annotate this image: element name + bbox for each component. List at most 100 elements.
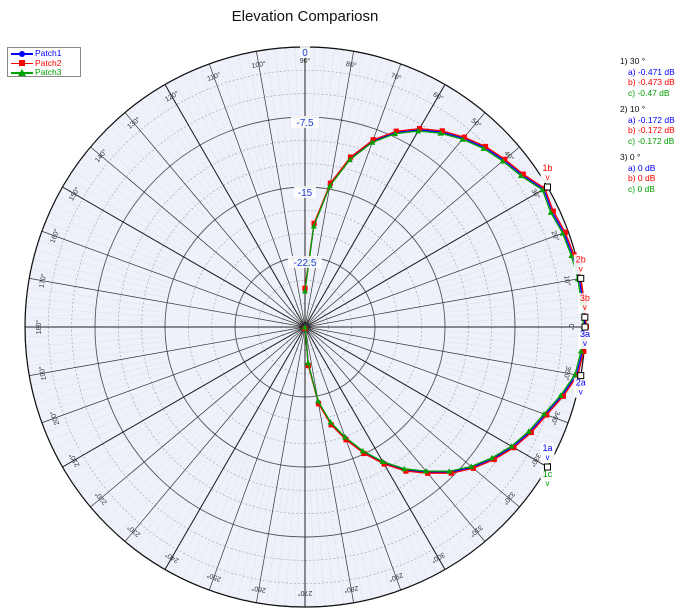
angular-gridline <box>190 71 249 200</box>
angular-gridline <box>26 297 166 313</box>
data-point-patch3 <box>401 465 408 472</box>
marker-readout-b: b) -0.172 dB <box>628 125 675 135</box>
angular-gridline <box>25 336 166 347</box>
angular-tick-label: 70° <box>390 71 403 82</box>
angular-gridline <box>338 55 373 192</box>
marker-tag-arrow: v <box>545 453 549 462</box>
angular-gridline <box>67 401 187 476</box>
angular-gridline <box>379 89 454 209</box>
data-point-patch3 <box>369 139 376 145</box>
legend-item-patch3: Patch3 <box>8 67 80 78</box>
data-point-patch3 <box>525 428 532 434</box>
marker-readout-b: b) 0 dB <box>628 173 656 183</box>
angular-gridline <box>78 162 192 245</box>
angular-gridline <box>439 365 575 405</box>
angular-gridline <box>35 249 171 289</box>
data-point-patch3 <box>559 230 566 236</box>
angular-gridline <box>441 355 579 386</box>
angular-gridline <box>324 49 345 189</box>
angular-gridline <box>31 355 169 386</box>
angular-gridline <box>398 118 493 224</box>
data-point-patch3 <box>327 419 334 425</box>
angular-gridline <box>304 278 581 328</box>
angular-gridline <box>132 106 219 217</box>
angular-gridline <box>402 427 500 529</box>
angular-gridline <box>304 230 569 328</box>
angular-gridline <box>440 360 577 395</box>
data-point-patch3 <box>572 371 579 378</box>
marker-tag-label: 3a <box>580 329 590 339</box>
angular-gridline <box>405 424 507 522</box>
marker-readout-1: 1) 30 ° a) -0.471 dB b) -0.473 dB c) -0.… <box>620 56 686 98</box>
angular-gridline <box>49 212 178 271</box>
data-point-patch3 <box>315 397 322 404</box>
legend-swatch-patch2 <box>11 59 33 68</box>
data-point-patch3 <box>326 182 333 189</box>
angular-gridline <box>370 79 437 204</box>
data-point-patch3 <box>459 136 466 142</box>
angular-gridline <box>444 297 584 313</box>
marker-tag-label: 3b <box>580 293 590 303</box>
angular-gridline <box>72 405 190 484</box>
data-point-patch3 <box>342 434 349 440</box>
legend: Patch1 Patch2 Patch3 <box>7 47 81 77</box>
marker-tag-2a: 2av <box>573 372 588 398</box>
angular-gridline <box>173 450 240 575</box>
data-point-patch2 <box>560 393 566 399</box>
angular-gridline <box>275 466 291 606</box>
angular-gridline <box>430 204 557 266</box>
marker-tag-arrow: v <box>579 388 583 397</box>
angular-gridline <box>357 67 411 198</box>
data-point-patch3 <box>359 447 366 454</box>
radial-tick-group: -15 <box>294 186 316 199</box>
marker-readout-c: c) 0 dB <box>628 183 655 194</box>
angular-gridline <box>140 100 223 214</box>
marker-tag-label: 2b <box>576 254 586 264</box>
angular-tick-label: 170° <box>38 273 48 289</box>
angular-gridline <box>428 195 553 262</box>
data-point-patch3 <box>540 410 547 417</box>
marker-tag-1c: 1cv <box>540 463 555 489</box>
data-point-patch2 <box>416 125 423 132</box>
data-point-patch2 <box>544 412 550 418</box>
angular-tick-label: 10° <box>562 275 572 287</box>
angular-gridline <box>304 326 581 376</box>
marker-tag-point <box>581 323 589 331</box>
angular-gridline <box>29 326 306 376</box>
angular-gridline <box>35 365 171 405</box>
angular-major-gridline <box>304 186 548 328</box>
marker-tag-point <box>543 183 551 191</box>
angular-gridline <box>57 392 182 459</box>
data-point-patch3 <box>346 156 353 163</box>
angular-gridline <box>324 465 345 605</box>
angular-gridline <box>444 307 585 318</box>
angular-gridline <box>415 413 526 500</box>
angular-gridline <box>430 388 557 450</box>
angular-gridline <box>246 53 277 191</box>
angular-gridline <box>438 370 572 414</box>
angular-tick-label: 270° <box>298 589 313 597</box>
data-point-patch2 <box>528 429 534 436</box>
data-point-patch2 <box>461 134 467 140</box>
angular-gridline <box>304 326 402 591</box>
angular-gridline <box>432 212 561 271</box>
data-point-patch3 <box>577 348 584 354</box>
angular-gridline <box>148 442 227 560</box>
data-point-patch3 <box>557 392 564 398</box>
data-point-patch3 <box>488 454 495 461</box>
angular-gridline <box>444 331 585 337</box>
angular-gridline <box>423 401 543 476</box>
angular-gridline <box>208 63 306 328</box>
angular-gridline <box>387 100 470 214</box>
angular-gridline <box>440 259 577 294</box>
angular-gridline <box>84 413 195 500</box>
angular-gridline <box>370 450 437 575</box>
marker-readout-b: b) -0.473 dB <box>628 77 675 87</box>
data-point-patch2 <box>328 422 334 428</box>
data-point-patch3 <box>379 458 386 464</box>
data-point-patch2 <box>361 450 367 457</box>
data-point-patch3 <box>517 172 524 179</box>
data-point-patch3 <box>568 252 575 259</box>
angular-gridline <box>432 383 561 442</box>
angular-gridline <box>438 240 572 284</box>
